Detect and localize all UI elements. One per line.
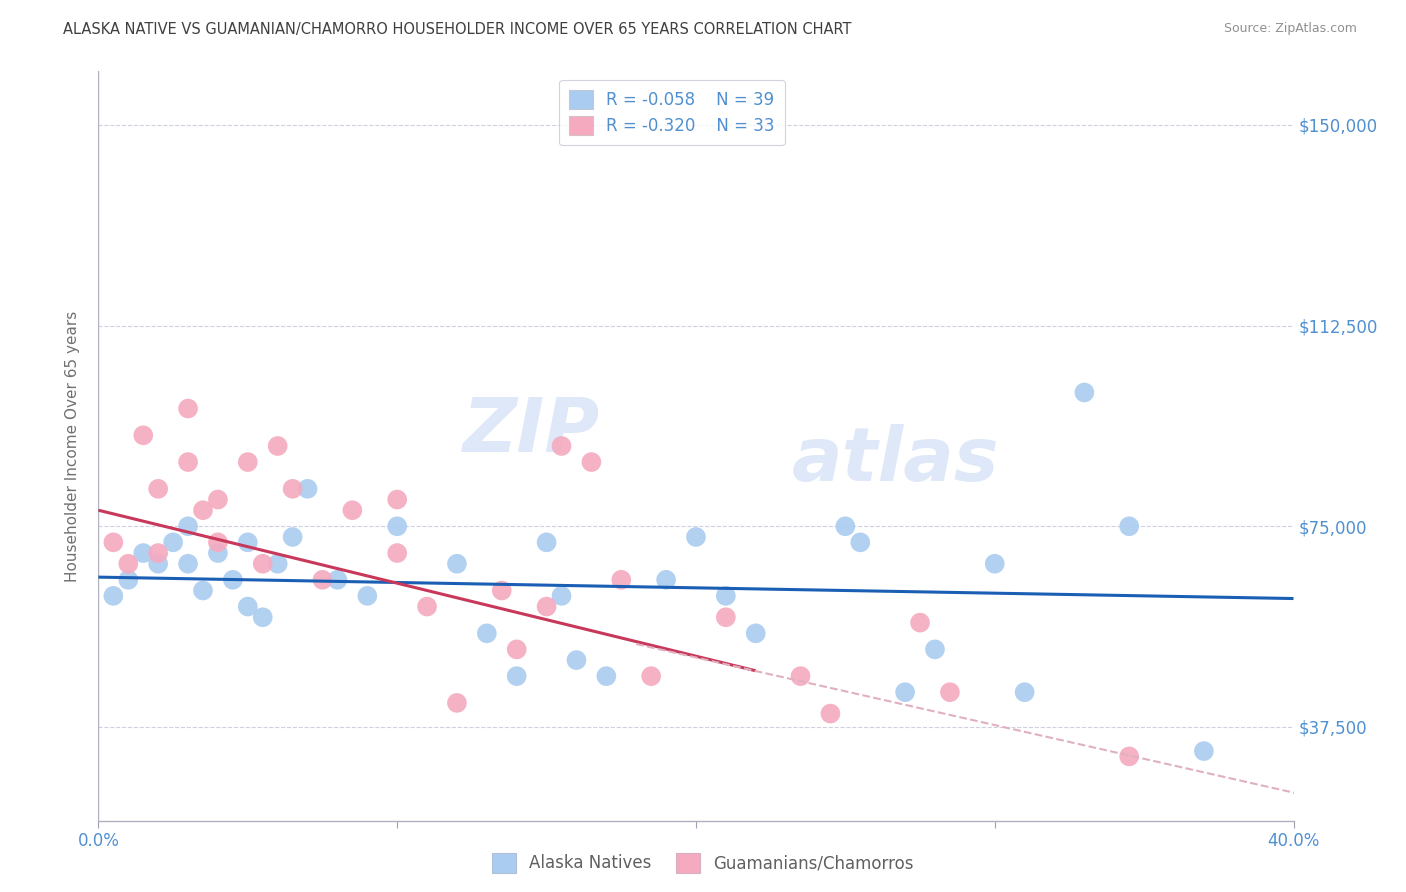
Point [132,546,155,560]
Point [506,669,529,683]
Point [311,573,333,587]
Point [550,589,572,603]
Point [177,455,200,469]
Point [385,546,409,560]
Point [236,599,259,614]
Point [924,642,946,657]
Point [491,583,513,598]
Point [103,535,125,549]
Point [714,610,737,624]
Point [1118,749,1140,764]
Point [1014,685,1036,699]
Point [236,455,259,469]
Point [177,519,200,533]
Point [640,669,662,683]
Point [550,439,572,453]
Legend: Alaska Natives, Guamanians/Chamorros: Alaska Natives, Guamanians/Chamorros [485,847,921,880]
Point [281,530,304,544]
Point [162,535,184,549]
Point [565,653,588,667]
Point [849,535,872,549]
Point [207,492,229,507]
Point [326,573,349,587]
Point [342,503,364,517]
Point [714,589,737,603]
Point [267,439,290,453]
Point [177,401,200,416]
Point [536,535,558,549]
Point [416,599,439,614]
Point [820,706,842,721]
Point [385,519,409,533]
Point [745,626,768,640]
Point [475,626,498,640]
Point [207,535,229,549]
Point [191,503,214,517]
Point [908,615,931,630]
Point [191,583,214,598]
Text: atlas: atlas [792,425,1000,498]
Point [148,557,170,571]
Text: Source: ZipAtlas.com: Source: ZipAtlas.com [1223,22,1357,36]
Point [446,696,468,710]
Point [1192,744,1215,758]
Point [595,669,617,683]
Point [610,573,633,587]
Point [385,492,409,507]
Point [236,535,259,549]
Point [117,557,139,571]
Point [148,482,170,496]
Point [581,455,603,469]
Point [984,557,1007,571]
Point [536,599,558,614]
Point [281,482,304,496]
Point [252,610,274,624]
Point [222,573,245,587]
Point [1118,519,1140,533]
Point [177,557,200,571]
Point [356,589,378,603]
Text: ALASKA NATIVE VS GUAMANIAN/CHAMORRO HOUSEHOLDER INCOME OVER 65 YEARS CORRELATION: ALASKA NATIVE VS GUAMANIAN/CHAMORRO HOUS… [63,22,852,37]
Point [894,685,917,699]
Point [685,530,707,544]
Point [1073,385,1095,400]
Point [789,669,811,683]
Point [117,573,139,587]
Point [267,557,290,571]
Point [207,546,229,560]
Legend: R = -0.058    N = 39, R = -0.320    N = 33: R = -0.058 N = 39, R = -0.320 N = 33 [560,79,785,145]
Point [506,642,529,657]
Text: ZIP: ZIP [463,394,600,467]
Point [103,589,125,603]
Point [252,557,274,571]
Point [297,482,319,496]
Point [446,557,468,571]
Y-axis label: Householder Income Over 65 years: Householder Income Over 65 years [65,310,80,582]
Point [148,546,170,560]
Point [834,519,856,533]
Point [132,428,155,442]
Point [655,573,678,587]
Point [939,685,962,699]
